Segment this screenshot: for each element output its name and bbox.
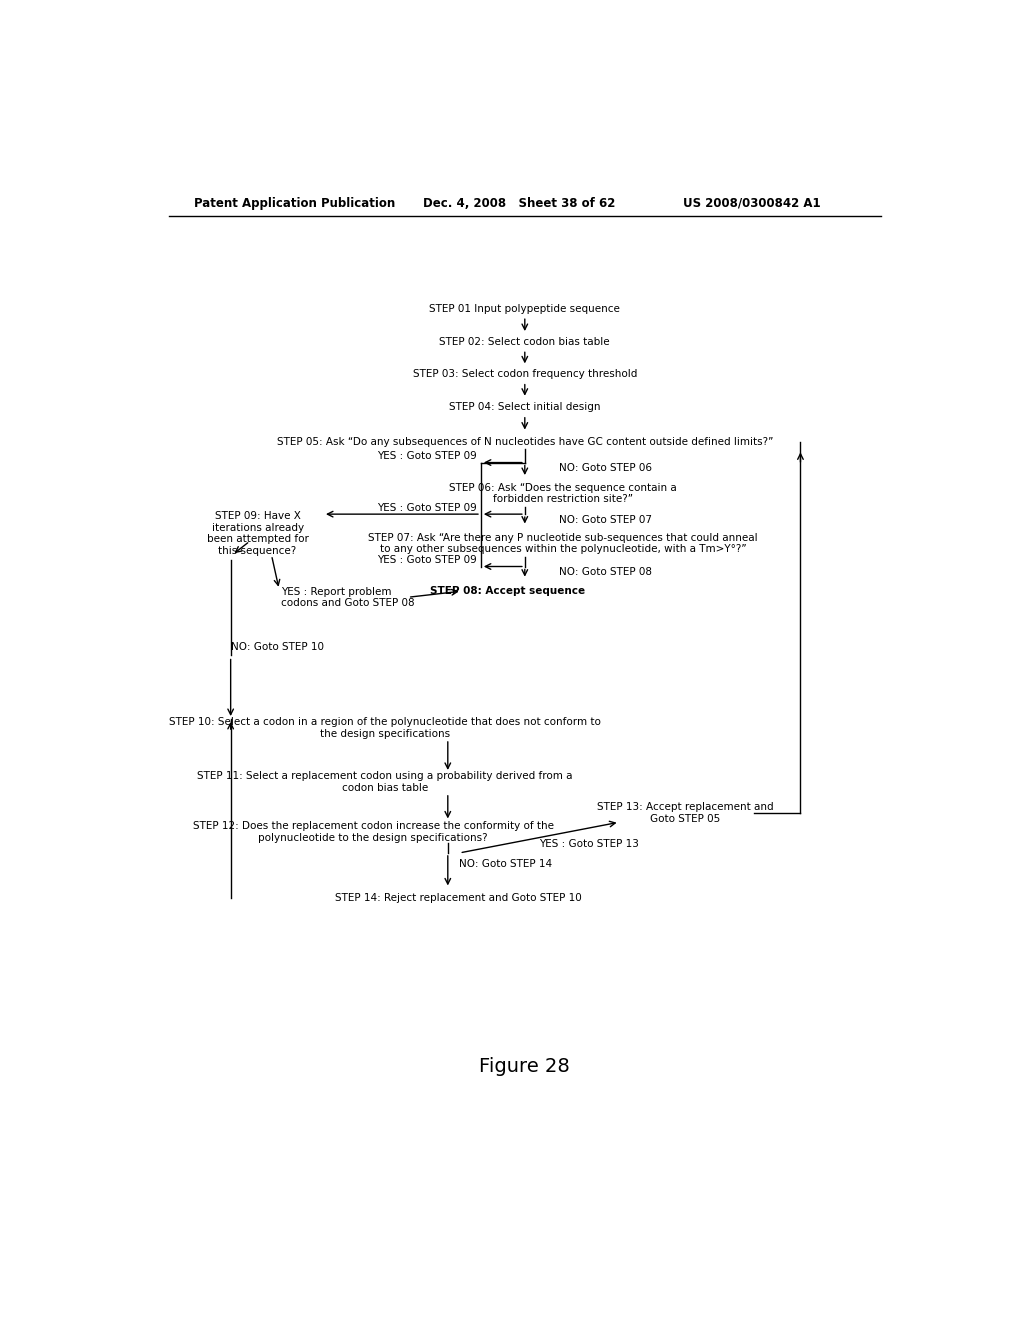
Text: NO: Goto STEP 10: NO: Goto STEP 10: [230, 643, 324, 652]
Text: STEP 06: Ask “Does the sequence contain a
forbidden restriction site?”: STEP 06: Ask “Does the sequence contain …: [450, 483, 677, 504]
Text: NO: Goto STEP 08: NO: Goto STEP 08: [559, 566, 652, 577]
Text: Patent Application Publication: Patent Application Publication: [194, 197, 395, 210]
Text: NO: Goto STEP 07: NO: Goto STEP 07: [559, 515, 652, 524]
Text: STEP 10: Select a codon in a region of the polynucleotide that does not conform : STEP 10: Select a codon in a region of t…: [169, 717, 601, 739]
Text: YES : Goto STEP 09: YES : Goto STEP 09: [377, 503, 477, 513]
Text: STEP 02: Select codon bias table: STEP 02: Select codon bias table: [439, 337, 610, 347]
Text: Figure 28: Figure 28: [479, 1057, 570, 1077]
Text: YES : Report problem
codons and Goto STEP 08: YES : Report problem codons and Goto STE…: [281, 586, 415, 609]
Text: STEP 05: Ask “Do any subsequences of N nucleotides have GC content outside defin: STEP 05: Ask “Do any subsequences of N n…: [276, 437, 773, 446]
Text: NO: Goto STEP 14: NO: Goto STEP 14: [460, 859, 553, 869]
Text: STEP 09: Have X
iterations already
been attempted for
this sequence?: STEP 09: Have X iterations already been …: [207, 511, 308, 556]
Text: STEP 14: Reject replacement and Goto STEP 10: STEP 14: Reject replacement and Goto STE…: [335, 892, 582, 903]
Text: YES : Goto STEP 09: YES : Goto STEP 09: [377, 451, 477, 462]
Text: STEP 04: Select initial design: STEP 04: Select initial design: [450, 403, 600, 412]
Text: US 2008/0300842 A1: US 2008/0300842 A1: [683, 197, 821, 210]
Text: YES : Goto STEP 09: YES : Goto STEP 09: [377, 556, 477, 565]
Text: NO: Goto STEP 06: NO: Goto STEP 06: [559, 463, 652, 473]
Text: YES : Goto STEP 13: YES : Goto STEP 13: [539, 838, 639, 849]
Text: STEP 13: Accept replacement and
Goto STEP 05: STEP 13: Accept replacement and Goto STE…: [597, 803, 773, 824]
Text: STEP 12: Does the replacement codon increase the conformity of the
polynucleotid: STEP 12: Does the replacement codon incr…: [193, 821, 554, 843]
Text: STEP 08: Accept sequence: STEP 08: Accept sequence: [430, 586, 586, 597]
Text: Dec. 4, 2008   Sheet 38 of 62: Dec. 4, 2008 Sheet 38 of 62: [423, 197, 615, 210]
Text: STEP 07: Ask “Are there any P nucleotide sub-sequences that could anneal
to any : STEP 07: Ask “Are there any P nucleotide…: [369, 532, 758, 554]
Text: STEP 11: Select a replacement codon using a probability derived from a
codon bia: STEP 11: Select a replacement codon usin…: [197, 771, 572, 793]
Text: STEP 01 Input polypeptide sequence: STEP 01 Input polypeptide sequence: [429, 304, 621, 314]
Text: STEP 03: Select codon frequency threshold: STEP 03: Select codon frequency threshol…: [413, 370, 637, 379]
